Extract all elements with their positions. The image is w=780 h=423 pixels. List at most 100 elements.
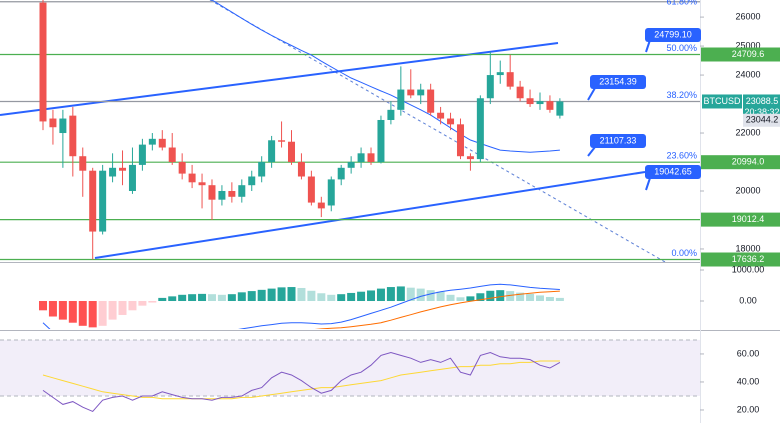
candle-body xyxy=(476,98,484,160)
histogram-bar xyxy=(118,301,127,315)
price-badge-label: 19012.4 xyxy=(732,214,765,224)
histogram-bar xyxy=(207,294,216,302)
fib-label: 23.60% xyxy=(666,151,697,161)
moving-average xyxy=(210,0,560,153)
candle-body xyxy=(278,140,286,142)
macd-line xyxy=(42,283,560,329)
candle-body xyxy=(327,179,335,206)
y-tick-label: 0.00 xyxy=(739,295,757,305)
price-badge xyxy=(701,47,780,62)
candle-body xyxy=(208,185,216,200)
histogram-bar xyxy=(347,292,356,302)
histogram-bar xyxy=(406,287,415,302)
histogram-bar xyxy=(516,292,525,302)
candle-body xyxy=(188,173,196,183)
candle-body xyxy=(397,89,405,110)
candle-body xyxy=(148,138,156,145)
secondary-price-label: 23044.2 xyxy=(746,115,779,125)
candle-body xyxy=(138,144,146,165)
histogram-bar xyxy=(376,288,385,302)
candle-body xyxy=(258,162,266,177)
fib-label: 38.20% xyxy=(666,90,697,100)
candle-body xyxy=(39,2,47,122)
y-tick-label: 25000 xyxy=(735,40,760,50)
candle-body xyxy=(437,112,445,119)
candle-body xyxy=(89,170,97,232)
candle-body xyxy=(516,86,524,99)
y-tick-label: 26000 xyxy=(735,11,760,21)
candle-body xyxy=(486,75,494,99)
histogram-bar xyxy=(426,290,435,302)
candle-body xyxy=(456,124,464,157)
histogram-bar xyxy=(78,301,87,326)
histogram-bar xyxy=(39,301,47,311)
y-tick-label: 40.00 xyxy=(737,376,760,386)
price-badge-label: 17636.2 xyxy=(732,254,765,264)
histogram-bar xyxy=(227,294,236,302)
candle-body xyxy=(99,170,107,232)
fib-label: 0.00% xyxy=(671,248,697,258)
histogram-bar xyxy=(217,294,226,302)
price-badge xyxy=(701,212,780,227)
callout-box xyxy=(645,165,701,179)
histogram-bar xyxy=(337,294,346,302)
y-tick-label: 1000.00 xyxy=(732,264,765,274)
histogram-bar xyxy=(267,288,276,302)
y-tick-label: 20.00 xyxy=(737,404,760,414)
price-badge-label: 20994.0 xyxy=(732,157,765,167)
price-badge xyxy=(701,252,780,267)
candle-body xyxy=(377,119,385,163)
histogram-bar xyxy=(367,290,376,302)
candle-body xyxy=(288,141,295,163)
trendline-lower xyxy=(94,171,646,259)
candle-body xyxy=(496,72,504,76)
histogram-bar xyxy=(496,290,505,302)
histogram-bar xyxy=(138,301,147,306)
candle-body xyxy=(59,118,67,134)
callout-box xyxy=(590,75,646,89)
histogram-bar xyxy=(108,301,117,320)
histogram-bar xyxy=(98,301,107,326)
histogram-bar xyxy=(277,287,286,302)
secondary-price-badge xyxy=(743,113,780,127)
rsi-pane xyxy=(0,339,700,413)
histogram-bar xyxy=(88,301,97,328)
price-badge xyxy=(701,155,780,170)
callout-box xyxy=(645,28,701,42)
candle-body xyxy=(268,140,276,163)
rsi-band xyxy=(0,339,700,396)
histogram-bar xyxy=(158,297,167,302)
signal-line xyxy=(314,290,560,329)
candle-body xyxy=(168,147,176,163)
candle-body xyxy=(526,98,534,105)
y-tick-label: 18000 xyxy=(735,243,760,253)
callout-label: 24799.10 xyxy=(654,29,692,39)
rsi-line xyxy=(42,351,561,413)
candle-body xyxy=(238,185,246,197)
histogram-bar xyxy=(297,287,306,302)
symbol-badge xyxy=(702,94,742,109)
histogram-bar xyxy=(545,296,554,302)
histogram-bar xyxy=(148,301,157,303)
candle-body xyxy=(248,176,256,186)
trendline-upper xyxy=(0,42,559,116)
price-axis: 18000 20000 22000 24000 25000 26000 24709.6 209… xyxy=(700,11,780,414)
histogram-bar xyxy=(357,291,366,302)
candle-body xyxy=(367,153,375,163)
symbol-label: BTCUSD xyxy=(703,96,741,106)
candle-body xyxy=(427,89,435,113)
histogram-bar xyxy=(68,301,77,323)
candle-body xyxy=(198,182,206,186)
candle-body xyxy=(49,118,57,128)
candle-body xyxy=(556,101,564,116)
histogram-bar xyxy=(327,294,336,302)
y-tick-label: 22000 xyxy=(735,127,760,137)
histogram-bar xyxy=(307,290,316,302)
histogram-bar xyxy=(506,291,515,302)
candle-body xyxy=(79,156,87,171)
histogram-bar xyxy=(198,293,207,302)
candle-body xyxy=(417,89,425,96)
candle-body xyxy=(109,167,117,177)
candle-body xyxy=(357,153,365,163)
